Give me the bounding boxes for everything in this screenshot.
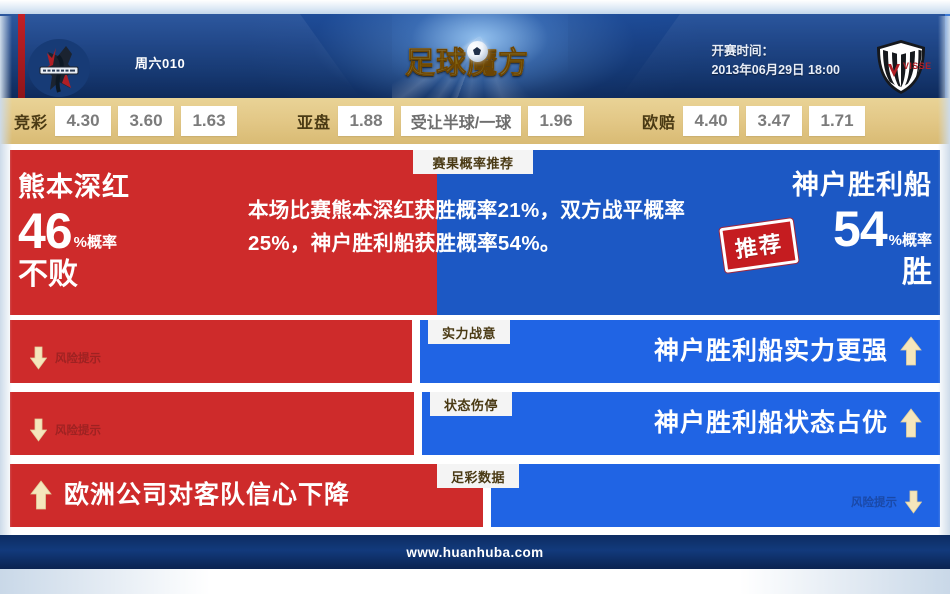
odds-group-label: 竞彩 [14, 115, 49, 132]
row-left-risk-note: 风险提示 [29, 346, 101, 370]
header-red-accent-bar [18, 14, 25, 98]
home-team-name: 熊本深红 [18, 172, 130, 202]
left-edge-shadow [0, 16, 12, 535]
odds-chip[interactable]: 1.96 [528, 106, 585, 136]
row-blue-half [491, 464, 940, 527]
footer-bar: www.huanhuba.com [0, 535, 950, 569]
row-tab-form-injury: 状态伤停 [430, 392, 512, 416]
footer-right-shadow [740, 569, 950, 594]
home-percent-value: 46 [18, 203, 73, 259]
odds-group-oupei: 欧赔 4.40 3.47 1.71 [642, 106, 866, 136]
arrow-up-icon [30, 480, 52, 510]
probability-description: 本场比赛熊本深红获胜概率21%，双方战平概率25%，神户胜利船获胜概率54%。 [248, 199, 686, 255]
row-tab-strength: 实力战意 [428, 320, 510, 344]
away-percent-value: 54 [833, 201, 888, 257]
odds-chip[interactable]: 1.63 [181, 106, 238, 136]
svg-text:VISSEL: VISSEL [903, 61, 932, 71]
arrow-down-icon [29, 418, 48, 442]
kickoff-time-block: 开赛时间： 2013年06月29日 18:00 [711, 42, 840, 80]
site-logo[interactable]: 足球魔方 [405, 38, 555, 84]
kickoff-value: 2013年06月29日 18:00 [711, 63, 840, 77]
soccer-ball-icon [467, 41, 488, 62]
odds-group-jingcai: 竞彩 4.30 3.60 1.63 [14, 106, 238, 136]
odds-chip[interactable]: 1.88 [338, 106, 395, 136]
kickoff-label: 开赛时间： [711, 44, 774, 58]
row-right-note-text: 风险提示 [851, 497, 897, 509]
home-probability-half [10, 150, 437, 315]
row-left-note-text: 风险提示 [55, 353, 101, 365]
comparison-row-betting-data: 足彩数据 欧洲公司对客队信心下降 风险提示 [10, 464, 940, 527]
row-right-verdict: 神户胜利船实力更强 [654, 332, 922, 370]
odds-chip-handicap[interactable]: 受让半球/一球 [401, 106, 522, 136]
home-probability-block: 熊本深红 46 %概率 不败 [18, 170, 268, 292]
comparison-row-form-injury: 状态伤停 风险提示 神户胜利船状态占优 [10, 392, 940, 455]
arrow-up-icon [900, 336, 922, 366]
home-percent-row: 46 %概率 [18, 206, 268, 256]
home-outcome-label: 不败 [18, 258, 78, 291]
odds-chip[interactable]: 3.47 [746, 106, 803, 136]
right-edge-shadow [938, 16, 950, 535]
odds-chip[interactable]: 1.71 [809, 106, 866, 136]
row-right-verdict-text: 神户胜利船状态占优 [653, 409, 888, 437]
away-team-name: 神户胜利船 [792, 170, 932, 200]
row-red-half [10, 464, 483, 527]
odds-chip[interactable]: 3.60 [118, 106, 175, 136]
panel-tab-result-probability: 赛果概率推荐 [413, 150, 533, 174]
odds-chip[interactable]: 4.30 [55, 106, 112, 136]
top-gradient-strip [0, 0, 950, 16]
arrow-down-icon [29, 346, 48, 370]
row-tab-betting-data: 足彩数据 [437, 464, 519, 488]
row-left-verdict: 欧洲公司对客队信心下降 [30, 476, 350, 514]
away-percent-row: 54 %概率 [672, 204, 932, 254]
row-red-half [10, 320, 412, 383]
away-probability-block: 神户胜利船 54 %概率 胜 推荐 [672, 168, 932, 290]
away-probability-half [437, 150, 940, 315]
away-percent-suffix: %概率 [888, 232, 932, 249]
odds-group-yapan: 亚盘 1.88 受让半球/一球 1.96 [297, 106, 585, 136]
arrow-up-icon [900, 408, 922, 438]
header-bar: 周六010 足球魔方 开赛时间： 2013年06月29日 18:00 [0, 14, 950, 98]
roasso-kumamoto-crest-icon [26, 38, 92, 98]
row-right-risk-note: 风险提示 [851, 490, 923, 514]
odds-bar: 竞彩 4.30 3.60 1.63 亚盘 1.88 受让半球/一球 1.96 欧… [0, 98, 950, 144]
row-right-verdict-text: 神户胜利船实力更强 [653, 337, 888, 365]
odds-chip[interactable]: 4.40 [683, 106, 740, 136]
away-outcome-label: 胜 [902, 256, 932, 289]
row-left-risk-note: 风险提示 [29, 418, 101, 442]
row-left-verdict-text: 欧洲公司对客队信心下降 [64, 481, 351, 509]
home-percent-suffix: %概率 [73, 234, 117, 251]
footer-website-url[interactable]: www.huanhuba.com [406, 544, 544, 560]
arrow-down-icon [904, 490, 923, 514]
odds-group-label: 亚盘 [297, 115, 332, 132]
footer-left-shadow [0, 569, 210, 594]
odds-group-label: 欧赔 [642, 115, 677, 132]
match-code: 周六010 [135, 56, 186, 71]
row-left-note-text: 风险提示 [55, 425, 101, 437]
row-right-verdict: 神户胜利船状态占优 [654, 404, 922, 442]
vissel-kobe-crest-icon: VISSEL [870, 36, 937, 98]
comparison-row-strength: 实力战意 风险提示 神户胜利船实力更强 [10, 320, 940, 383]
result-probability-panel: 赛果概率推荐 熊本深红 46 %概率 不败 本场比赛熊本深红获胜概率21%，双方… [10, 150, 940, 315]
row-red-half [10, 392, 414, 455]
